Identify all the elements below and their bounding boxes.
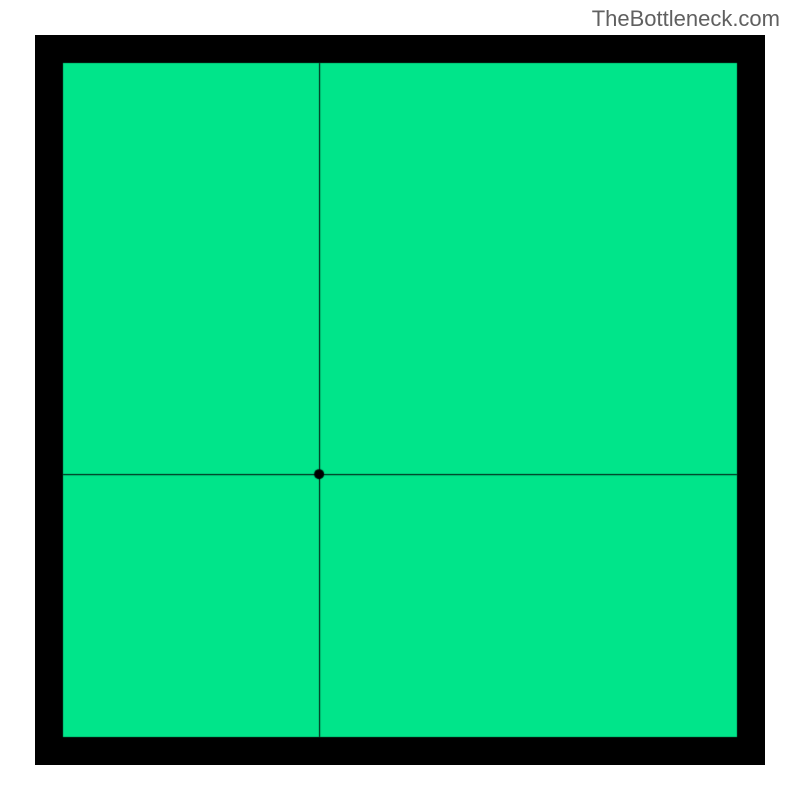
bottleneck-heatmap bbox=[35, 35, 765, 765]
crosshair-overlay bbox=[35, 35, 765, 765]
watermark-text: TheBottleneck.com bbox=[592, 6, 780, 32]
chart-container: { "watermark": { "text": "TheBottleneck.… bbox=[0, 0, 800, 800]
